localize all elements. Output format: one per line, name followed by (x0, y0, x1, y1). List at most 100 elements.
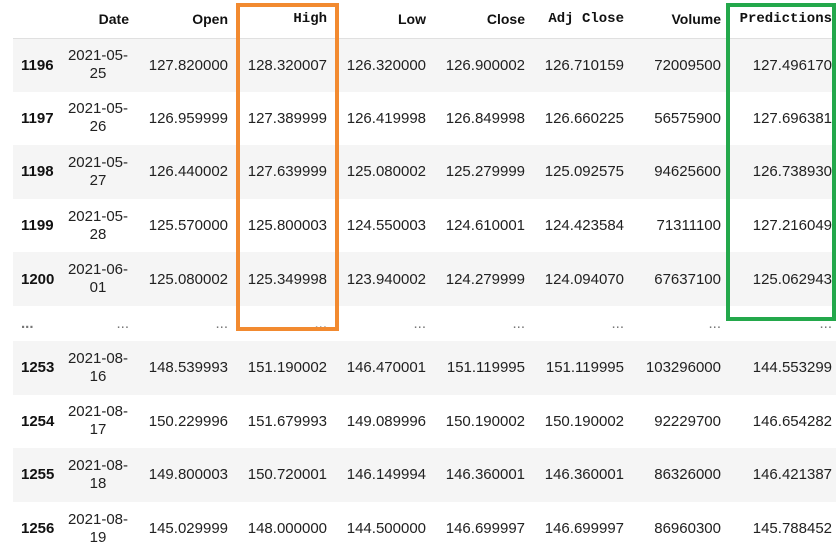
cell-high: 128.320007 (247, 56, 327, 74)
table-row: 1200 2021-06-01 125.080002 125.349998 123.94… (13, 252, 836, 306)
cell-volume: 86326000 (654, 466, 721, 484)
table-row: 1199 2021-05-28 125.570000 125.800003 124.55… (13, 199, 836, 253)
cell-close: 126.849998 (445, 109, 525, 127)
cell-date: 2021-06-01 (67, 261, 129, 297)
row-index: 1256 (21, 520, 55, 538)
cell-high: 151.190002 (247, 359, 327, 377)
cell-adj-close: 150.190002 (544, 412, 624, 430)
ellipsis-row: ........................... (13, 305, 836, 341)
cell-date: 2021-05-26 (67, 100, 129, 136)
cell-volume: 56575900 (654, 109, 721, 127)
cell-low: 146.470001 (346, 359, 426, 377)
cell-low: 126.320000 (346, 56, 426, 74)
cell-adj-close: 126.710159 (544, 56, 624, 74)
table-row: 1196 2021-05-25 127.820000 128.320007 126.32… (13, 38, 836, 92)
cell-volume: 72009500 (654, 56, 721, 74)
row-index: 1255 (21, 466, 55, 484)
cell-low: 125.080002 (346, 163, 426, 181)
cell-high: 151.679993 (247, 412, 327, 430)
row-index: 1254 (21, 412, 55, 430)
cell-open: 127.820000 (148, 56, 228, 74)
header-row: Date Open High Low Close Adj Close Volum… (13, 0, 836, 39)
cell-low: 124.550003 (346, 217, 426, 235)
cell-predictions: 144.553299 (752, 359, 832, 377)
cell-close: 146.699997 (445, 520, 525, 538)
cell-close: 124.610001 (445, 217, 525, 235)
ellipsis-cell: ... (708, 314, 721, 332)
cell-close: 146.360001 (445, 466, 525, 484)
cell-high: 150.720001 (247, 466, 327, 484)
cell-volume: 103296000 (645, 359, 721, 377)
ellipsis-cell: ... (611, 314, 624, 332)
cell-close: 151.119995 (446, 359, 525, 377)
cell-volume: 71311100 (656, 217, 721, 235)
column-header-adj-close: Adj Close (529, 0, 628, 39)
index-header (13, 0, 63, 39)
table-row: 1256 2021-08-19 145.029999 148.000000 144.50… (13, 502, 836, 555)
cell-date: 2021-08-18 (67, 456, 129, 492)
table-row: 1197 2021-05-26 126.959999 127.389999 126.41… (13, 92, 836, 146)
cell-low: 144.500000 (346, 520, 426, 538)
cell-volume: 67637100 (654, 270, 721, 288)
column-header-high: High (232, 0, 331, 39)
cell-open: 126.440002 (148, 163, 228, 181)
cell-high: 125.349998 (247, 270, 327, 288)
cell-low: 126.419998 (346, 109, 426, 127)
cell-close: 150.190002 (445, 412, 525, 430)
dataframe-table: Date Open High Low Close Adj Close Volum… (13, 0, 836, 555)
cell-open: 125.570000 (148, 217, 228, 235)
cell-predictions: 146.654282 (752, 412, 832, 430)
column-header-open: Open (133, 0, 232, 39)
cell-close: 126.900002 (445, 56, 525, 74)
cell-high: 125.800003 (247, 217, 327, 235)
cell-predictions: 127.696381 (752, 109, 832, 127)
cell-volume: 86960300 (654, 520, 721, 538)
cell-low: 149.089996 (346, 412, 426, 430)
cell-date: 2021-05-28 (67, 207, 129, 243)
cell-high: 127.389999 (247, 109, 327, 127)
cell-adj-close: 124.423584 (544, 217, 624, 235)
column-header-predictions: Predictions (725, 0, 836, 39)
cell-predictions: 126.738930 (752, 163, 832, 181)
row-index: 1200 (21, 270, 55, 288)
cell-low: 146.149994 (346, 466, 426, 484)
cell-high: 127.639999 (247, 163, 327, 181)
ellipsis-cell: ... (314, 314, 327, 332)
cell-predictions: 146.421387 (752, 466, 832, 484)
cell-date: 2021-08-16 (67, 349, 129, 385)
cell-predictions: 125.062943 (752, 270, 832, 288)
table-row: 1254 2021-08-17 150.229996 151.679993 149.08… (13, 395, 836, 449)
cell-adj-close: 146.360001 (544, 466, 624, 484)
cell-open: 148.539993 (148, 359, 228, 377)
cell-low: 123.940002 (346, 270, 426, 288)
cell-date: 2021-08-19 (67, 510, 129, 546)
table-row: 1255 2021-08-18 149.800003 150.720001 146.14… (13, 448, 836, 502)
ellipsis-cell: ... (116, 314, 129, 332)
column-header-close: Close (430, 0, 529, 39)
cell-date: 2021-08-17 (67, 403, 129, 439)
ellipsis-cell: ... (21, 314, 34, 332)
cell-close: 125.279999 (445, 163, 525, 181)
column-header-low: Low (331, 0, 430, 39)
row-index: 1196 (21, 56, 54, 74)
ellipsis-cell: ... (413, 314, 426, 332)
cell-open: 149.800003 (148, 466, 228, 484)
cell-date: 2021-05-27 (67, 153, 129, 189)
ellipsis-cell: ... (512, 314, 525, 332)
cell-volume: 92229700 (654, 412, 721, 430)
cell-open: 145.029999 (148, 520, 228, 538)
table-row: 1253 2021-08-16 148.539993 151.190002 146.47… (13, 340, 836, 395)
cell-open: 150.229996 (148, 412, 228, 430)
ellipsis-cell: ... (215, 314, 228, 332)
cell-adj-close: 125.092575 (544, 163, 624, 181)
table-row: 1198 2021-05-27 126.440002 127.639999 125.08… (13, 145, 836, 199)
cell-adj-close: 151.119995 (545, 359, 624, 377)
cell-close: 124.279999 (445, 270, 525, 288)
ellipsis-cell: ... (819, 314, 832, 332)
cell-open: 125.080002 (148, 270, 228, 288)
row-index: 1198 (21, 163, 54, 181)
column-header-volume: Volume (628, 0, 725, 39)
row-index: 1197 (21, 109, 54, 127)
cell-adj-close: 126.660225 (544, 109, 624, 127)
cell-predictions: 127.216049 (752, 217, 832, 235)
